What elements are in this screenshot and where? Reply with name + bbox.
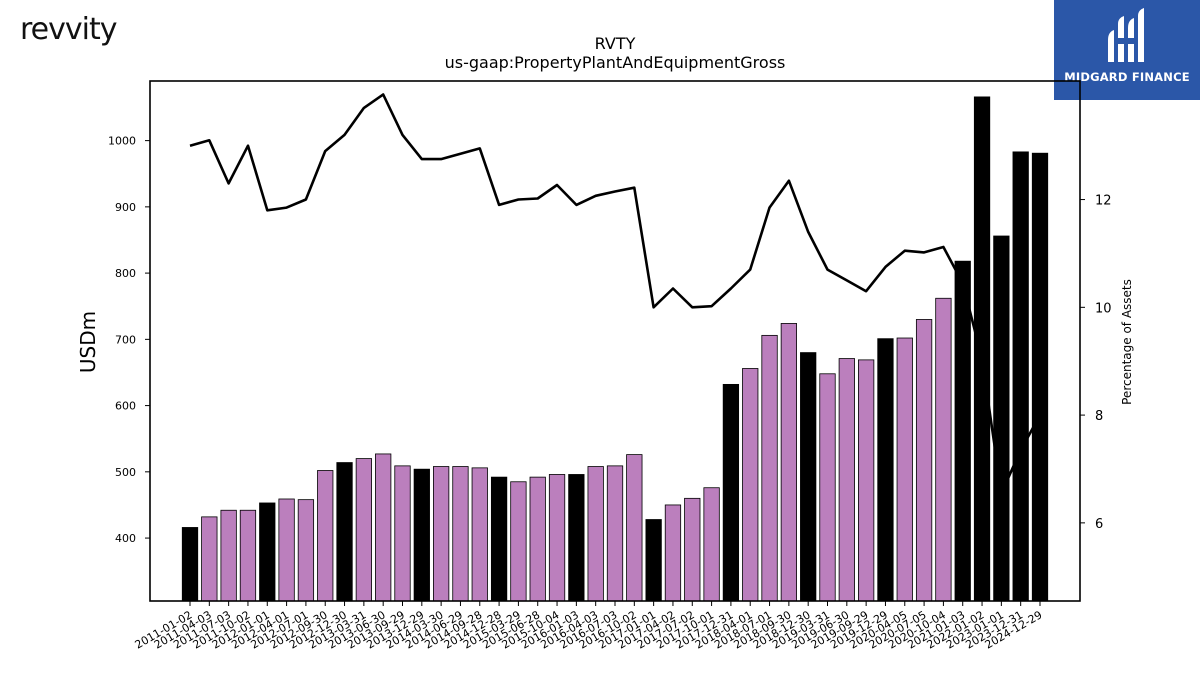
- bar-2011-10-02: [239, 509, 257, 602]
- y-tick-label: 900: [115, 201, 136, 214]
- bar-2014-06-29: [452, 466, 469, 602]
- bar-2013-03-31: [355, 458, 372, 602]
- y2-tick-label: 12: [1095, 194, 1112, 209]
- bar-2017-10-01: [703, 487, 720, 602]
- bar-2012-04-01: [278, 498, 295, 602]
- axes: 40050060070080090010006810122011-01-0220…: [108, 135, 1112, 652]
- bar-2016-01-03: [568, 474, 585, 602]
- bar-2019-03-31: [819, 373, 836, 602]
- bar-2018-09-30: [780, 323, 797, 602]
- bar-2014-12-28: [490, 476, 508, 602]
- bar-2013-09-29: [394, 465, 411, 602]
- bar-2011-01-02: [181, 527, 199, 602]
- y-tick-label: 700: [115, 333, 136, 346]
- bar-2018-12-30: [800, 352, 817, 602]
- percentage-line: [189, 93, 1042, 495]
- bar-2016-04-03: [587, 466, 604, 602]
- bar-2016-07-03: [606, 465, 624, 602]
- bar-2018-04-01: [742, 368, 759, 602]
- revvity-logo: revvity: [20, 12, 117, 47]
- midgard-finance-logo: MIDGARD FINANCE: [1054, 0, 1200, 100]
- bar-2016-10-02: [626, 454, 643, 602]
- bar-2012-09-30: [317, 470, 334, 602]
- bar-series: [181, 96, 1049, 602]
- midgard-finance-text: MIDGARD FINANCE: [1064, 70, 1190, 84]
- bar-2020-07-05: [915, 319, 933, 602]
- bar-2017-01-01: [645, 519, 662, 602]
- bar-2013-06-30: [375, 453, 392, 602]
- bar-2019-06-30: [838, 358, 855, 602]
- bar-2015-03-29: [510, 481, 527, 602]
- bar-2013-12-29: [413, 468, 430, 602]
- y-tick-label: 400: [115, 532, 136, 545]
- midgard-mark-icon: [1108, 8, 1144, 62]
- bar-2014-09-28: [471, 467, 488, 602]
- bar-2012-07-01: [297, 499, 315, 602]
- bar-2017-12-31: [722, 383, 740, 602]
- bar-2012-12-30: [336, 462, 353, 602]
- y2-axis-label: Percentage of Assets: [1120, 279, 1134, 405]
- y2-tick-label: 6: [1095, 517, 1103, 532]
- bar-2019-12-29: [877, 338, 894, 602]
- bar-2022-01-02: [973, 96, 991, 602]
- bar-2023-12-31: [1012, 151, 1029, 602]
- y-tick-label: 800: [115, 267, 136, 280]
- bar-2021-01-03: [954, 260, 971, 602]
- bar-2018-07-01: [761, 334, 778, 602]
- bar-2024-12-29: [1031, 152, 1049, 602]
- bar-2020-04-05: [896, 337, 913, 602]
- bar-2023-01-01: [993, 235, 1010, 602]
- plot-frame: [149, 80, 1081, 602]
- y-tick-label: 1000: [108, 135, 136, 148]
- bar-2012-01-01: [259, 502, 276, 602]
- bar-2011-07-03: [220, 509, 237, 602]
- bar-2019-09-29: [858, 359, 875, 602]
- y2-tick-label: 10: [1095, 301, 1112, 316]
- chart-title: RVTY: [595, 34, 636, 53]
- y-tick-label: 600: [115, 400, 136, 413]
- bar-2017-07-02: [684, 497, 701, 602]
- y-axis-label: USDm: [76, 311, 100, 373]
- line-series: [189, 93, 1042, 495]
- bar-2011-04-03: [201, 516, 218, 602]
- chart-subtitle: us-gaap:PropertyPlantAndEquipmentGross: [445, 53, 786, 72]
- bar-2017-04-02: [664, 504, 682, 602]
- bar-2015-10-04: [548, 474, 566, 602]
- y-tick-label: 500: [115, 466, 136, 479]
- bar-2020-10-04: [935, 297, 952, 602]
- bar-2015-06-28: [529, 476, 546, 602]
- bar-2014-03-30: [433, 466, 450, 602]
- y2-tick-label: 8: [1095, 409, 1103, 424]
